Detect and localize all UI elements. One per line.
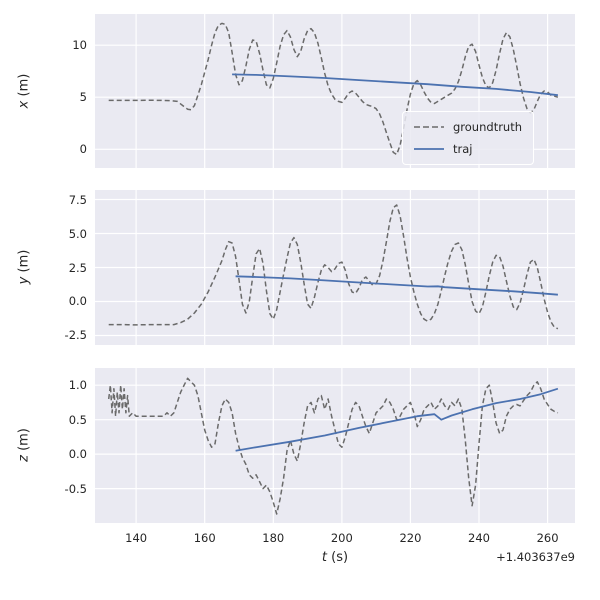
y-tick-label: 5.0 [68,226,87,241]
series-groundtruth [107,377,559,515]
y-axis-label-z: z (m) [17,428,32,462]
x-tick-label: 260 [536,531,559,545]
y-tick-label: 2.5 [68,260,87,275]
y-tick-label: -0.5 [64,481,87,496]
y-axis-label-unit: (m) [16,73,32,101]
legend-label-groundtruth: groundtruth [453,120,523,134]
legend-label-traj: traj [453,142,473,156]
y-axis-label-y: y (m) [17,250,32,285]
x-tick-label: 180 [262,531,285,545]
y-tick-label: 0.5 [68,412,87,427]
y-tick-label: 10 [72,38,87,53]
y-tick-label: 0.0 [68,294,87,309]
x-tick-label: 160 [193,531,216,545]
x-tick-label: 220 [399,531,422,545]
series-groundtruth [108,204,559,330]
plot-panel-x [95,14,575,168]
series-groundtruth [108,22,559,156]
x-axis-label-unit: (s) [327,550,349,565]
x-axis-label: t (s) [322,550,348,565]
y-tick-label: 0 [79,142,87,157]
y-tick-label: -2.5 [64,328,87,343]
legend-entry-traj: traj [414,142,522,156]
y-axis-label-x: x (m) [17,74,32,109]
y-axis-label-unit: (m) [16,249,32,277]
legend: groundtruth traj [402,111,535,165]
y-axis-label-variable: z [16,455,32,462]
legend-entry-groundtruth: groundtruth [414,120,522,134]
y-tick-label: 1.0 [68,378,87,393]
groundtruth-dashed-line-icon [414,126,444,128]
plot-panel-z [95,368,575,523]
y-tick-label: 5 [79,90,87,105]
y-axis-label-variable: x [16,100,32,109]
y-axis-label-unit: (m) [16,428,32,456]
x-tick-label: 240 [468,531,490,545]
series-traj [232,73,559,97]
x-tick-label: 200 [330,531,353,545]
y-tick-label: 7.5 [68,192,87,207]
plot-panel-y [95,190,575,345]
y-axis-label-variable: y [16,276,32,285]
x-axis-label-variable: t [321,550,328,565]
x-tick-label: 140 [125,531,148,545]
series-traj [235,275,558,296]
traj-solid-line-icon [414,148,444,150]
axes-background [95,368,575,523]
y-tick-label: 0.0 [68,447,87,462]
series-traj [235,387,559,452]
axis-offset-label: +1.403637e9 [496,550,575,564]
